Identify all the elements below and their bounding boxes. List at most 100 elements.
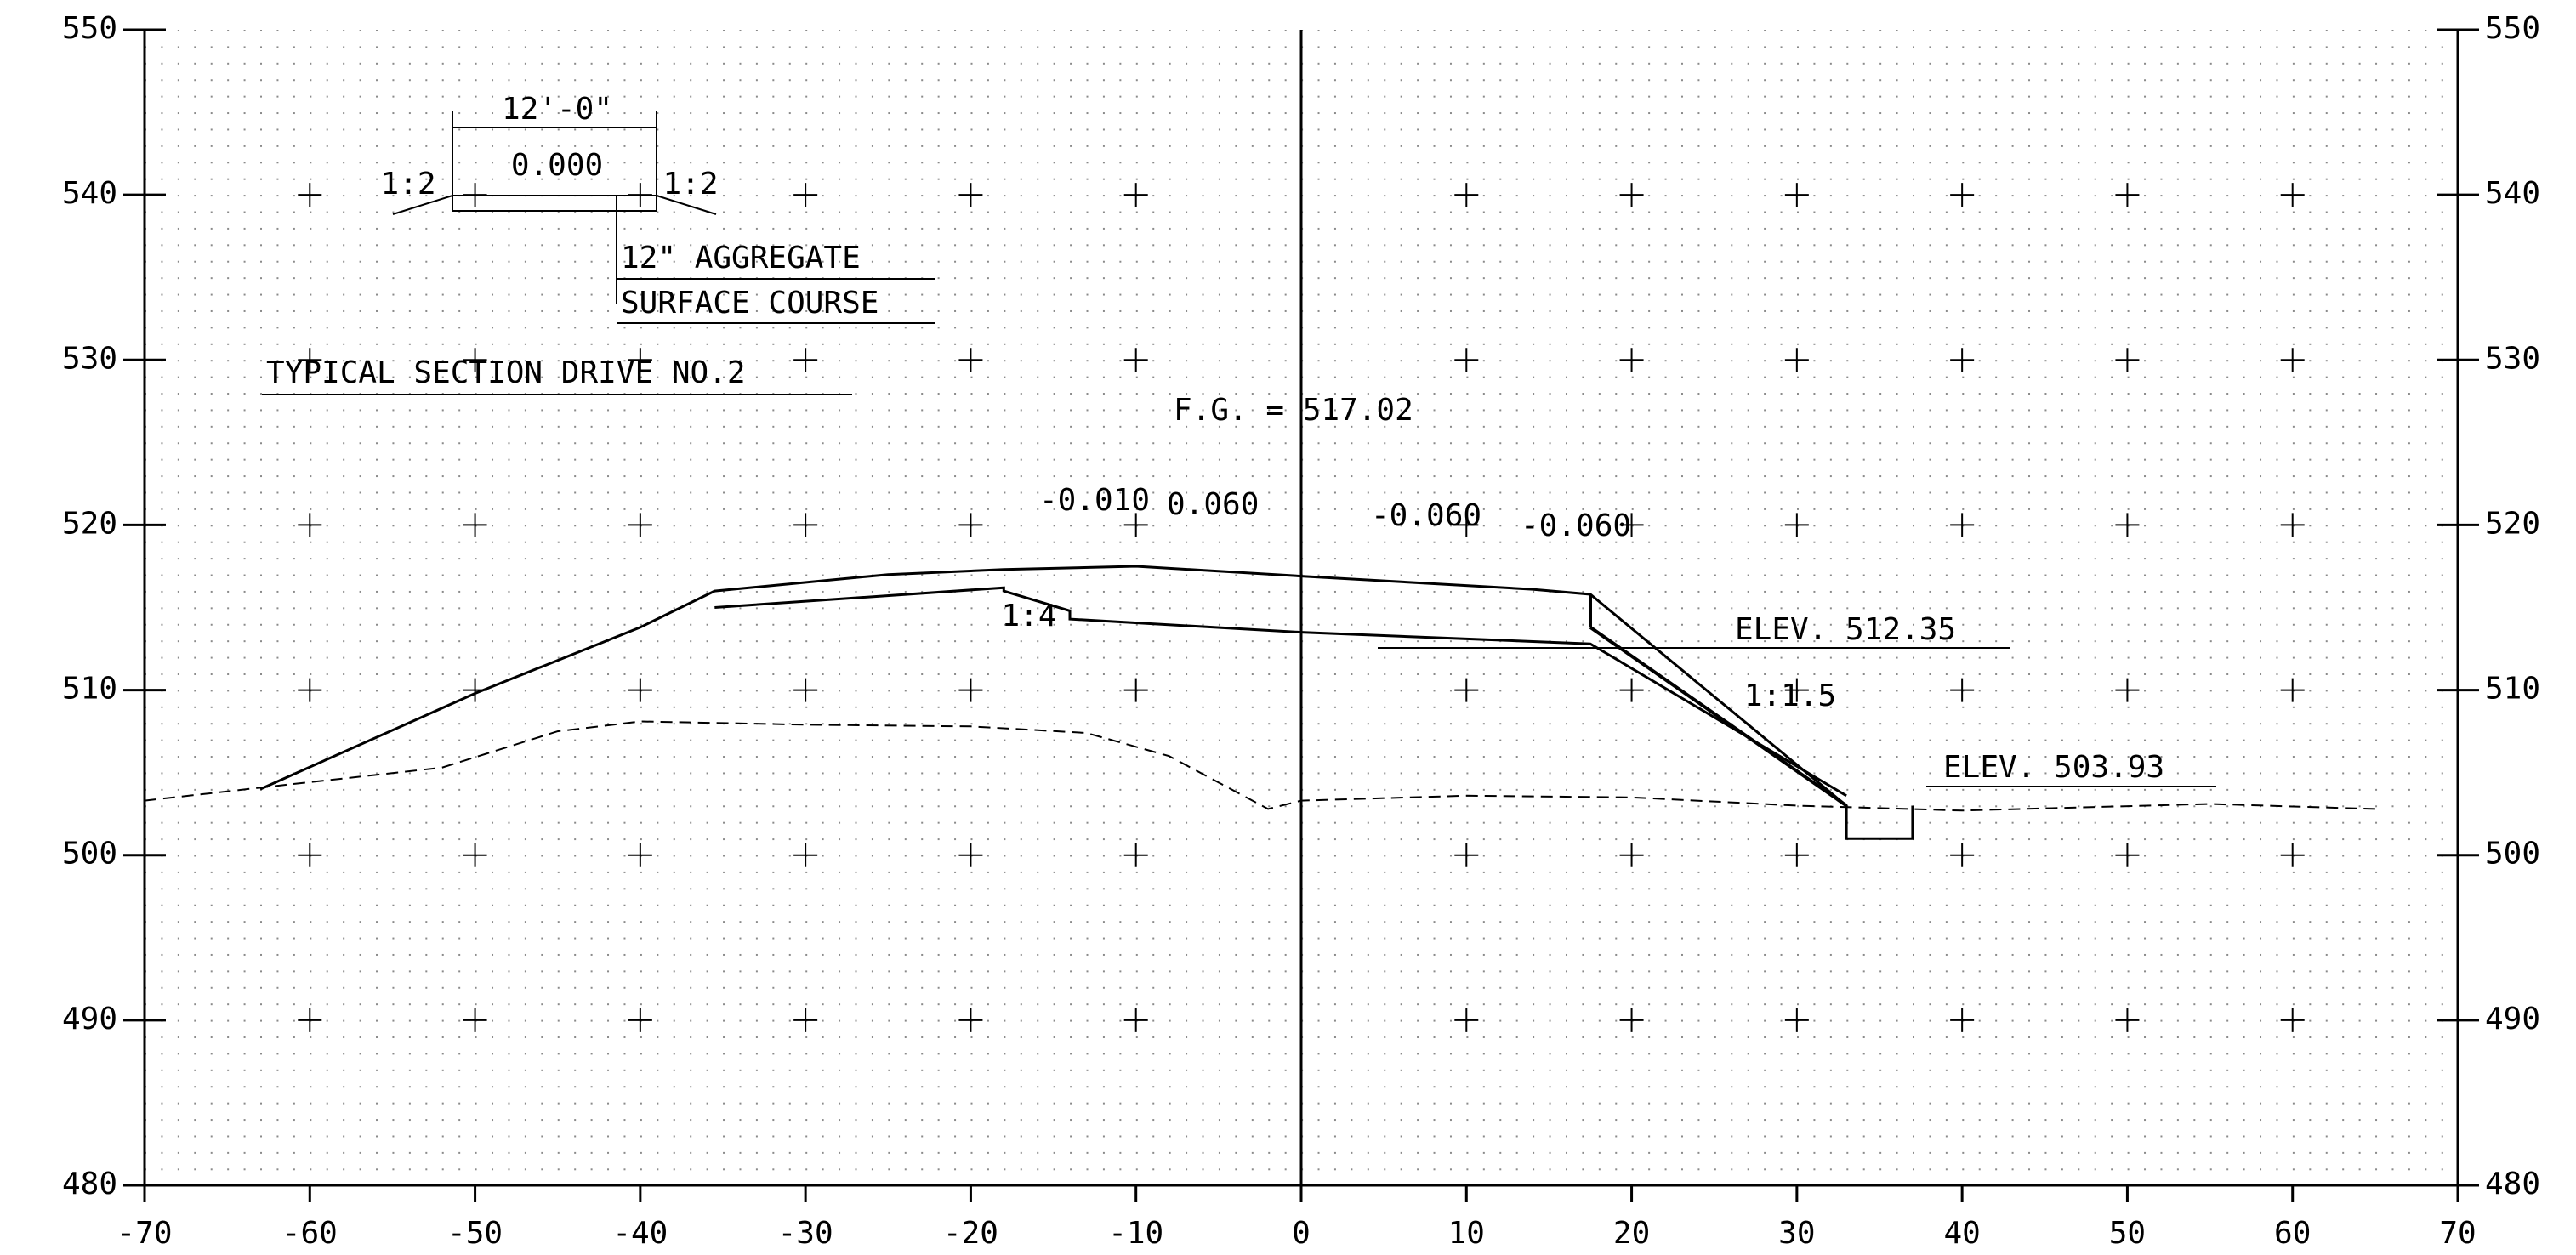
grid-cross (1619, 1008, 1644, 1032)
grid-cross (2280, 513, 2305, 537)
grid-cross (298, 183, 322, 207)
grid-cross (628, 348, 652, 372)
grid-cross (628, 843, 652, 867)
grid-cross (793, 348, 818, 372)
x-tick-label: -50 (447, 1216, 503, 1251)
grid-cross (958, 843, 983, 867)
grid-cross (1454, 1008, 1479, 1032)
grid-cross (1784, 513, 1809, 537)
grid-cross (958, 348, 983, 372)
grid-cross (2115, 843, 2140, 867)
grid-cross (1454, 843, 1479, 867)
annotation: 0.000 (511, 148, 603, 183)
grid-cross (1123, 513, 1148, 537)
grid-cross (298, 348, 322, 372)
grid-cross (958, 183, 983, 207)
section-line (144, 720, 2375, 812)
grid-cross (298, 1008, 322, 1032)
y-tick-label: 490 (62, 1002, 117, 1036)
grid-cross (2115, 183, 2140, 207)
grid-cross (1619, 843, 1644, 867)
grid-cross (1784, 348, 1809, 372)
annotation: -0.060 (1521, 508, 1631, 543)
annotation: SURFACE COURSE (621, 286, 879, 321)
typical-section (392, 111, 717, 304)
grid-cross (298, 843, 322, 867)
y-tick-label: 550 (62, 11, 117, 46)
x-tick-label: 20 (1613, 1216, 1650, 1251)
grid-cross (1619, 678, 1644, 702)
y-tick-label-right: 550 (2485, 11, 2540, 46)
y-tick-label: 530 (62, 341, 117, 376)
grid-cross (1950, 513, 1975, 537)
grid-cross (1950, 183, 1975, 207)
grid-cross (1454, 513, 1479, 537)
grid-cross (1123, 183, 1148, 207)
y-tick-label: 510 (62, 672, 117, 707)
annotation: 1:1.5 (1744, 679, 1836, 713)
grid-cross (2280, 678, 2305, 702)
annotation: 1:4 (1001, 599, 1056, 633)
grid-cross (1123, 348, 1148, 372)
annotation: -0.010 (1039, 483, 1150, 518)
x-tick-label: -20 (943, 1216, 998, 1251)
annotation: ELEV. 512.35 (1735, 612, 1956, 647)
y-tick-label-right: 540 (2485, 176, 2540, 211)
grid-cross (1123, 678, 1148, 702)
y-tick-label-right: 520 (2485, 506, 2540, 541)
x-tick-label: -60 (282, 1216, 338, 1251)
annotation: 1:2 (662, 167, 718, 202)
x-tick-label: 0 (1292, 1216, 1311, 1251)
x-tick-label: 40 (1943, 1216, 1980, 1251)
y-tick-label: 480 (62, 1167, 117, 1201)
grid-cross (463, 1008, 487, 1032)
grid-cross (298, 513, 322, 537)
grid-cross (2115, 678, 2140, 702)
grid-cross (793, 1008, 818, 1032)
grid-cross (1950, 348, 1975, 372)
x-tick-label: 60 (2274, 1216, 2311, 1251)
annotation: ELEV. 503.93 (1943, 750, 2164, 785)
grid-cross (793, 183, 818, 207)
grid-cross (1950, 1008, 1975, 1032)
y-tick-label-right: 510 (2485, 672, 2540, 707)
grid-cross (463, 513, 487, 537)
grid-cross (958, 1008, 983, 1032)
grid-cross (298, 678, 322, 702)
grid-cross (2280, 348, 2305, 372)
grid-cross (1950, 843, 1975, 867)
annotation: 0.060 (1167, 487, 1259, 522)
grid-cross (793, 513, 818, 537)
grid-cross (1454, 348, 1479, 372)
grid-cross (628, 678, 652, 702)
grid-cross (793, 843, 818, 867)
x-tick-label: 70 (2439, 1216, 2476, 1251)
grid-cross (1784, 183, 1809, 207)
grid-cross (1454, 678, 1479, 702)
x-tick-label: -30 (778, 1216, 833, 1251)
x-tick-label: 30 (1778, 1216, 1815, 1251)
grid-cross (628, 513, 652, 537)
grid-cross (2115, 1008, 2140, 1032)
x-tick-label: -70 (117, 1216, 172, 1251)
section-line (259, 565, 1914, 840)
grid-cross (1619, 513, 1644, 537)
annotation: 12" AGGREGATE (621, 241, 861, 275)
y-tick-label-right: 490 (2485, 1002, 2540, 1036)
grid-cross (793, 678, 818, 702)
grid-cross (1454, 183, 1479, 207)
x-tick-label: -10 (1108, 1216, 1163, 1251)
grid-cross (2280, 843, 2305, 867)
grid-cross (1950, 678, 1975, 702)
grid-cross (463, 348, 487, 372)
riprap (1589, 593, 1848, 808)
x-tick-label: 10 (1448, 1216, 1485, 1251)
y-tick-label-right: 480 (2485, 1167, 2540, 1201)
y-tick-label: 520 (62, 506, 117, 541)
section-line (714, 586, 1847, 798)
annotation: TYPICAL SECTION DRIVE NO.2 (266, 355, 746, 390)
grid-cross (1123, 1008, 1148, 1032)
grid-cross (958, 678, 983, 702)
y-tick-label: 500 (62, 837, 117, 872)
